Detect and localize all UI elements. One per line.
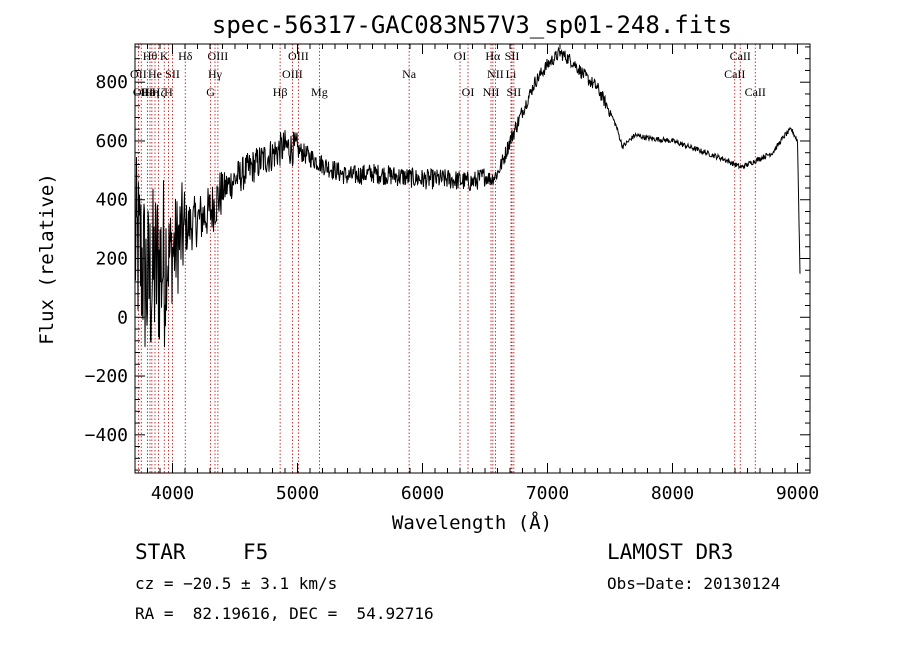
redshift-value: cz = −20.5 ± 3.1 km/s: [135, 574, 338, 593]
line-label: OIII: [288, 49, 309, 63]
line-labels: OIIOIIHεHθHηHeHζKHSIIHδGHγOIIIHβOIIIOIII…: [130, 49, 766, 99]
x-tick-label: 9000: [776, 483, 819, 504]
observation-date: Obs−Date: 20130124: [607, 574, 781, 593]
line-label: Na: [402, 67, 417, 81]
line-label: SII: [505, 49, 520, 63]
coordinates: RA = 82.19616, DEC = 54.92716: [135, 604, 434, 623]
x-tick-label: 4000: [151, 483, 194, 504]
line-label: Mg: [311, 85, 328, 99]
y-tick-label: 400: [95, 190, 128, 211]
line-markers: [137, 44, 756, 473]
line-label: CaII: [724, 67, 745, 81]
line-label: SII: [507, 85, 522, 99]
line-label: Hδ: [178, 49, 193, 63]
line-label: G: [206, 85, 215, 99]
spectrum-line: [134, 46, 801, 348]
line-label: Hζ: [152, 85, 166, 99]
y-axis-label: Flux (relative): [36, 173, 58, 345]
survey-name: LAMOST DR3: [607, 540, 734, 564]
line-label: Hα: [485, 49, 501, 63]
line-label: OIII: [208, 49, 229, 63]
line-label: CaII: [745, 85, 766, 99]
x-tick-label: 7000: [526, 483, 569, 504]
y-tick-label: −200: [85, 366, 128, 387]
line-label: He: [148, 67, 162, 81]
line-label: Hε: [141, 85, 155, 99]
line-label: NII: [487, 67, 504, 81]
line-label: Li: [506, 67, 517, 81]
y-tick-label: −400: [85, 425, 128, 446]
line-label: OII: [130, 67, 147, 81]
axis-tick-labels: 4000 5000 6000 7000 8000 9000 −400 −200 0 200 400 6…: [85, 72, 820, 504]
y-tick-label: 0: [117, 307, 128, 328]
y-tick-label: 600: [95, 131, 128, 152]
x-tick-label: 5000: [276, 483, 319, 504]
line-label: OII: [133, 85, 150, 99]
object-subclass: F5: [243, 540, 269, 564]
y-tick-label: 200: [95, 249, 128, 270]
line-label: K: [160, 49, 169, 63]
line-label: Hγ: [208, 67, 223, 81]
axis-ticks: [134, 44, 811, 473]
chart-title: spec-56317-GAC083N57V3_sp01-248.fits: [212, 11, 732, 39]
x-axis-label: Wavelength (Å): [392, 511, 552, 534]
x-tick-label: 8000: [651, 483, 694, 504]
x-tick-label: 6000: [401, 483, 444, 504]
plot-frame: [134, 43, 811, 474]
line-label: H: [164, 85, 173, 99]
line-label: Hη: [144, 85, 159, 99]
line-label: Hβ: [273, 85, 288, 99]
line-label: OI: [454, 49, 467, 63]
object-class: STAR: [135, 540, 186, 564]
line-label: OIII: [282, 67, 303, 81]
line-label: CaII: [730, 49, 751, 63]
line-label: NII: [483, 85, 500, 99]
line-label: Hθ: [143, 49, 158, 63]
y-tick-label: 800: [95, 72, 128, 93]
line-label: OI: [462, 85, 475, 99]
line-label: SII: [165, 67, 180, 81]
